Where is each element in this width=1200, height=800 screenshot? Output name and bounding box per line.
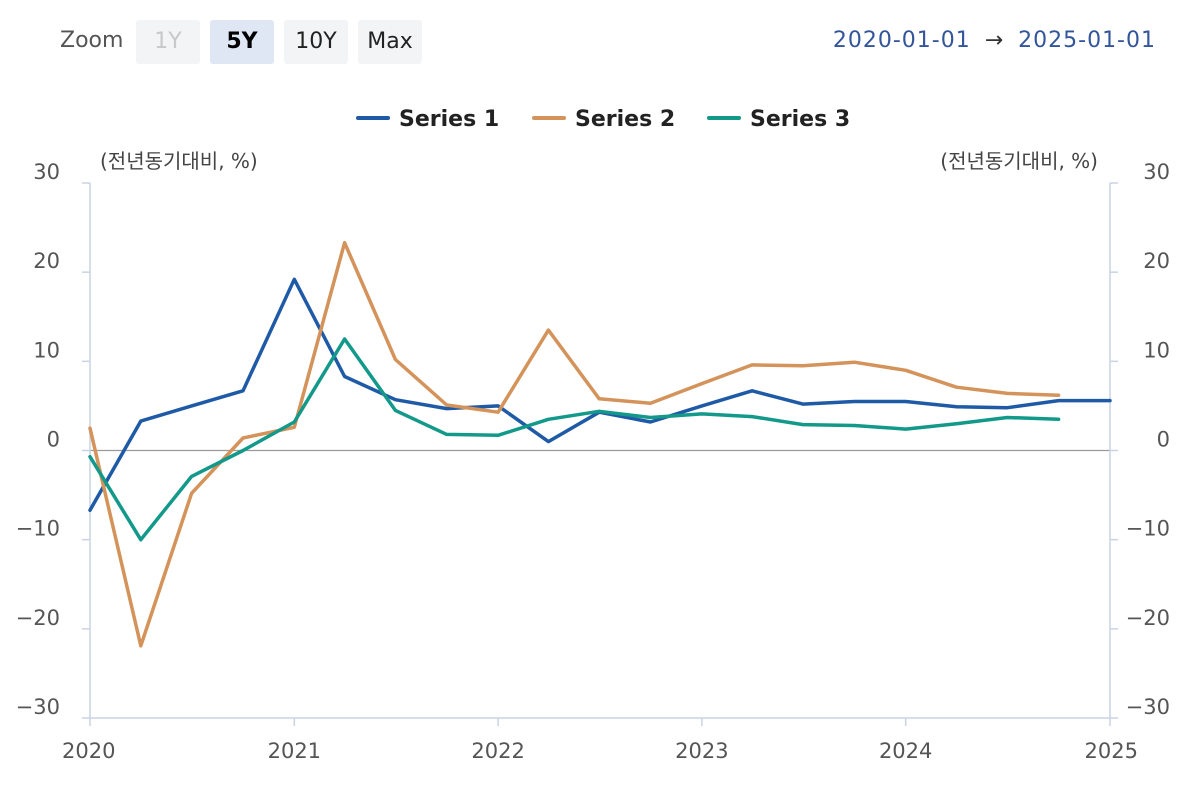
x-tick-label: 2024 [879, 739, 932, 763]
y-tick-label-left: −20 [16, 606, 60, 630]
date-range: 2020-01-01 → 2025-01-01 [833, 28, 1156, 53]
y-tick-label-left: 10 [33, 338, 60, 362]
y-tick-label-right: 0 [1157, 428, 1170, 452]
zoom-10y-button[interactable]: 10Y [284, 20, 348, 64]
y-axis-label-right: (전년동기대비, %) [940, 149, 1098, 173]
y-tick-label-right: 10 [1143, 338, 1170, 362]
y-axis-label-left: (전년동기대비, %) [100, 149, 258, 173]
y-tick-label-left: −30 [16, 695, 60, 719]
legend-label-1[interactable]: Series 1 [399, 107, 499, 132]
legend-label-3[interactable]: Series 3 [750, 107, 850, 132]
y-tick-label-right: 20 [1143, 249, 1170, 273]
toolbar: Zoom 1Y 5Y 10Y Max 2020-01-01 → 2025-01-01 [0, 0, 1200, 90]
y-tick-label-left: 20 [33, 249, 60, 273]
y-tick-label-left: 0 [47, 428, 60, 452]
date-arrow-icon: → [984, 28, 1005, 53]
x-tick-label: 2020 [62, 739, 115, 763]
zoom-1y-button[interactable]: 1Y [136, 20, 200, 64]
series-line-3[interactable] [88, 337, 1061, 542]
x-tick-label: 2022 [471, 739, 524, 763]
legend-label-2[interactable]: Series 2 [575, 107, 675, 132]
x-tick-label: 2025 [1085, 739, 1138, 763]
zoom-5y-button[interactable]: 5Y [210, 20, 274, 64]
zoom-label: Zoom [60, 28, 124, 53]
x-tick-label: 2021 [268, 739, 321, 763]
series-line-1[interactable] [88, 277, 1112, 512]
y-tick-label-right: 30 [1143, 160, 1170, 184]
date-from[interactable]: 2020-01-01 [832, 28, 971, 53]
y-tick-label-left: 30 [33, 160, 60, 184]
x-tick-label: 2023 [675, 739, 728, 763]
y-tick-label-right: −10 [1126, 517, 1170, 541]
y-tick-label-right: −20 [1126, 606, 1170, 630]
series-line-2[interactable] [88, 240, 1061, 648]
y-tick-label-left: −10 [16, 517, 60, 541]
y-tick-label-right: −30 [1126, 695, 1170, 719]
zoom-max-button[interactable]: Max [358, 20, 422, 64]
date-to[interactable]: 2025-01-01 [1018, 28, 1156, 53]
